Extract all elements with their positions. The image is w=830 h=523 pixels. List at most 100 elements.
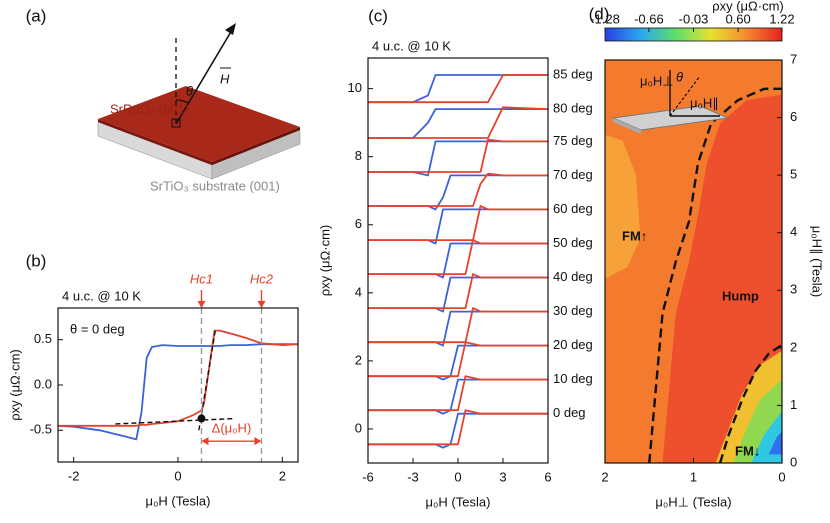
curve-label: 50 deg (553, 235, 593, 250)
colorbar-tick-label: -0.66 (634, 11, 664, 26)
colorbar-tick-label: 1.22 (769, 11, 794, 26)
curve-label: 20 deg (553, 337, 593, 352)
y-tick-label: 7 (790, 51, 797, 66)
colorbar-tick-label: 0.60 (725, 11, 750, 26)
contour-region (662, 94, 782, 464)
up-sweep (368, 307, 548, 344)
y-tick-label: 10 (348, 80, 362, 95)
film-front (98, 119, 212, 165)
inset-field (669, 75, 701, 117)
subtitle: 4 u.c. @ 10 K (62, 288, 141, 303)
curve-label: 40 deg (553, 269, 593, 284)
contour-region (768, 431, 782, 455)
inset-label: μ₀H⊥ (640, 73, 674, 88)
arrow-head (254, 437, 262, 446)
y-tick-label: 4 (355, 284, 362, 299)
y-tick-label: 6 (790, 109, 797, 124)
up-sweep (368, 409, 548, 446)
series-line (58, 343, 298, 441)
y-tick-label: 8 (355, 148, 362, 163)
panel-label: (c) (368, 6, 388, 25)
curve-label: 75 deg (553, 133, 593, 148)
arrow-head (201, 437, 209, 446)
down-sweep (368, 310, 548, 347)
x-tick-label: -2 (68, 468, 80, 483)
y-tick-label: 0 (355, 420, 362, 435)
critical-field-label: Hc2 (250, 271, 274, 286)
y-axis-label: ρxy (μΩ·cm) (7, 349, 22, 421)
y-tick-label: 4 (790, 224, 797, 239)
y-tick-label: -0.5 (30, 422, 52, 437)
up-sweep (368, 375, 548, 412)
x-tick-label: 2 (601, 469, 608, 484)
y-axis-label: ρxy (μΩ·cm) (317, 225, 332, 297)
panel-label: (d) (589, 4, 610, 23)
x-tick-label: 1 (690, 469, 697, 484)
down-sweep (368, 174, 548, 211)
curve-label: 80 deg (553, 100, 593, 115)
film-top (98, 86, 300, 162)
film-side (212, 127, 300, 165)
up-sweep (368, 273, 548, 309)
curve-label: 70 deg (553, 167, 593, 182)
y-tick-label: 6 (355, 216, 362, 231)
x-tick-label: 0 (778, 469, 785, 484)
down-sweep (368, 242, 548, 279)
angle-arc (175, 99, 189, 104)
phase-label: FM↑ (622, 228, 647, 243)
y-tick-label: 0.0 (34, 376, 52, 391)
phase-boundary (648, 87, 782, 464)
up-sweep (368, 106, 548, 139)
curve-label: 60 deg (553, 201, 593, 216)
inset-label: θ (676, 69, 683, 84)
inset-plate-edge (613, 118, 641, 134)
angle-label: θ (186, 83, 193, 98)
panel-label: (a) (26, 6, 47, 25)
plot-area (368, 74, 548, 449)
y-tick-label: 3 (790, 282, 797, 297)
curve-label: 10 deg (553, 371, 593, 386)
x-axis-label: μ₀H⊥ (Tesla) (655, 494, 731, 509)
plot-area (58, 328, 298, 441)
up-sweep (368, 172, 548, 207)
x-axis-label: μ₀H (Tesla) (426, 494, 491, 509)
colorbar-tick-label: -1.28 (590, 11, 620, 26)
x-tick-label: -3 (407, 469, 419, 484)
x-tick-label: 2 (279, 468, 286, 483)
down-sweep (368, 108, 548, 139)
y-tick-label: 1 (790, 397, 797, 412)
substrate-label: SrTiO₃ substrate (001) (150, 178, 280, 193)
x-tick-label: 0 (454, 469, 461, 484)
down-sweep (368, 74, 548, 104)
y-axis-label: μ₀H∥ (Tesla) (810, 226, 825, 297)
phase-label: FM↓ (735, 443, 760, 458)
subtitle: 4 u.c. @ 10 K (372, 38, 451, 53)
y-tick-label: 0.5 (34, 331, 52, 346)
curve-label: 30 deg (553, 303, 593, 318)
intersection-dot (197, 414, 206, 423)
up-sweep (368, 205, 548, 241)
colorbar-title: ρxy (μΩ·cm) (712, 0, 784, 13)
colorbar-tick-label: -0.03 (679, 11, 709, 26)
x-tick-label: 6 (544, 469, 551, 484)
inset-label: μ₀H∥ (690, 95, 719, 110)
field-arrow (175, 29, 233, 125)
plot-frame (367, 57, 549, 464)
contour-region (605, 134, 641, 279)
up-sweep (368, 341, 548, 378)
x-tick-label: 0 (174, 468, 181, 483)
down-sweep (368, 208, 548, 245)
annotation: θ = 0 deg (70, 321, 125, 336)
y-tick-label: 0 (790, 454, 797, 469)
series-line (58, 329, 298, 427)
arrow-head (225, 23, 236, 35)
arrow-head (257, 301, 266, 308)
up-sweep (368, 138, 548, 173)
panel-label: (b) (26, 251, 47, 270)
field-label: H (220, 71, 230, 86)
plot-frame (604, 59, 783, 464)
phase-label: Hump (722, 288, 759, 303)
x-tick-label: -6 (362, 469, 374, 484)
y-tick-label: 2 (790, 339, 797, 354)
